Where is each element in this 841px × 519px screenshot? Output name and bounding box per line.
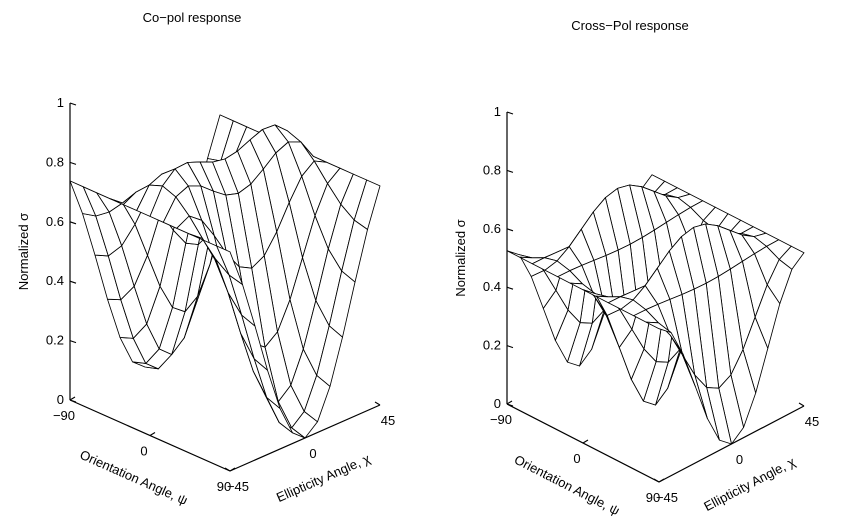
z-tick-mark <box>69 102 77 106</box>
x-tick-label: 0 <box>573 451 580 466</box>
y-tick-mark <box>374 401 381 406</box>
z-tick-label: 0.8 <box>46 154 64 169</box>
x-tick-mark <box>506 400 513 405</box>
crosspol-panel: Cross−Pol response 00.20.40.60.81−90090−… <box>453 18 819 518</box>
y-tick-mark <box>653 478 660 483</box>
z-tick-label: 0.2 <box>46 333 64 348</box>
y-tick-label: −45 <box>656 490 678 505</box>
x-tick-mark <box>69 396 76 401</box>
z-tick-mark <box>69 399 77 403</box>
z-tick-mark <box>69 161 77 165</box>
x-tick-mark <box>582 439 589 444</box>
z-tick-mark <box>69 340 77 344</box>
chart-title: Cross−Pol response <box>571 18 688 33</box>
x-tick-label: 90 <box>646 490 660 505</box>
x-axis-label: Orientation Angle, ψ <box>512 452 622 518</box>
z-tick-mark <box>506 228 514 232</box>
x-tick-label: 0 <box>140 444 147 459</box>
z-tick-label: 0.4 <box>46 273 64 288</box>
y-tick-label: −45 <box>227 479 249 494</box>
x-tick-label: −90 <box>490 412 512 427</box>
y-axis-label: Ellipticity Angle, χ <box>274 451 372 505</box>
surface-cell <box>645 321 672 334</box>
y-tick-label: 0 <box>736 452 743 467</box>
z-tick-label: 1 <box>57 95 64 110</box>
z-tick-mark <box>506 286 514 290</box>
z-tick-label: 0 <box>57 392 64 407</box>
z-tick-label: 0.8 <box>483 162 501 177</box>
x-axis-label: Orientation Angle, ψ <box>78 447 190 508</box>
x-tick-mark <box>229 467 236 472</box>
z-tick-label: 0.6 <box>483 221 501 236</box>
z-tick-label: 0.4 <box>483 279 501 294</box>
z-axis-label: Normalized σ <box>16 213 31 290</box>
z-axis-label: Normalized σ <box>453 219 468 296</box>
z-tick-mark <box>506 111 514 115</box>
y-tick-label: 45 <box>805 414 819 429</box>
surface-mesh <box>69 114 381 439</box>
z-tick-mark <box>69 280 77 284</box>
surface-cell <box>506 250 533 259</box>
x-tick-label: −90 <box>53 408 75 423</box>
x-tick-label: 90 <box>217 479 231 494</box>
x-tick-mark <box>149 432 156 436</box>
copol-panel: Co−pol response 00.20.40.60.81−90090−450… <box>16 10 395 508</box>
z-tick-mark <box>506 345 514 349</box>
y-tick-mark <box>224 467 231 472</box>
x-tick-mark <box>658 478 665 483</box>
y-axis-label: Ellipticity Angle, χ <box>701 454 797 514</box>
z-tick-mark <box>506 169 514 173</box>
z-tick-mark <box>69 221 77 225</box>
z-tick-mark <box>506 403 514 407</box>
z-tick-label: 0.6 <box>46 214 64 229</box>
surface-mesh <box>506 174 805 445</box>
z-tick-label: 1 <box>494 104 501 119</box>
z-tick-label: 0.2 <box>483 338 501 353</box>
y-tick-mark <box>798 402 805 407</box>
z-tick-label: 0 <box>494 396 501 411</box>
surface-cell <box>216 245 243 285</box>
y-tick-label: 0 <box>309 446 316 461</box>
chart-title: Co−pol response <box>143 10 242 25</box>
y-tick-label: 45 <box>381 413 395 428</box>
